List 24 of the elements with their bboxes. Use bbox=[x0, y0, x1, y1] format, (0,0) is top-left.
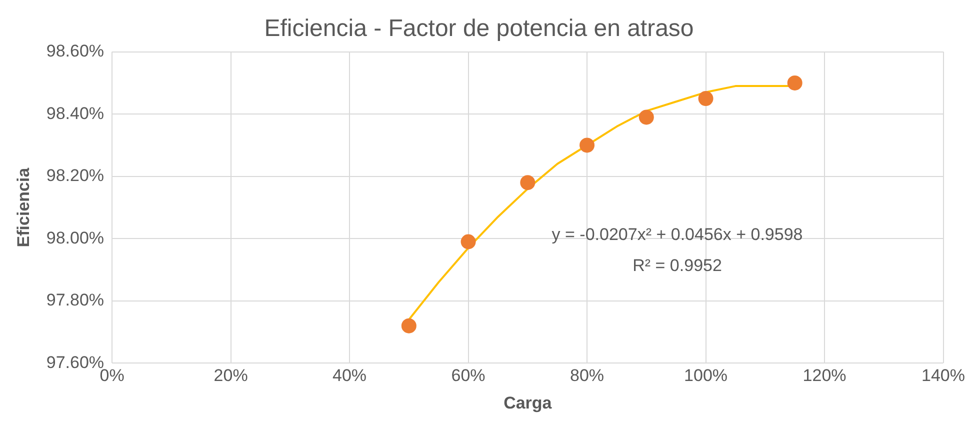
point bbox=[638, 110, 654, 125]
chart-title: Eficiencia - Factor de potencia en atraso bbox=[264, 15, 694, 42]
x-tick-label: 140% bbox=[922, 366, 965, 386]
y-tick-label: 98.40% bbox=[46, 104, 104, 123]
x-tick-label: 100% bbox=[684, 366, 728, 386]
y-tick-label: 98.20% bbox=[46, 166, 104, 186]
annotation: y = -0.0207x² + 0.0456x + 0.9598 bbox=[552, 225, 803, 244]
point bbox=[580, 138, 595, 153]
x-tick-label: 120% bbox=[802, 366, 846, 386]
y-tick-label: 98.00% bbox=[46, 228, 104, 248]
x-tick-label: 20% bbox=[214, 366, 248, 386]
y-tick-label: 98.60% bbox=[46, 41, 104, 60]
x-tick-label: 40% bbox=[332, 366, 367, 386]
annotation: R² = 0.9952 bbox=[632, 256, 722, 276]
x-axis-title: Carga bbox=[504, 393, 552, 412]
x-tick-label: 80% bbox=[570, 366, 604, 386]
x-tick-label: 60% bbox=[451, 366, 486, 386]
point bbox=[787, 75, 802, 90]
point bbox=[460, 234, 476, 250]
y-tick-label: 97.80% bbox=[46, 290, 104, 310]
point bbox=[520, 175, 536, 190]
point bbox=[698, 91, 714, 106]
y-axis-title: Eficiencia bbox=[14, 167, 33, 248]
point bbox=[401, 318, 416, 334]
